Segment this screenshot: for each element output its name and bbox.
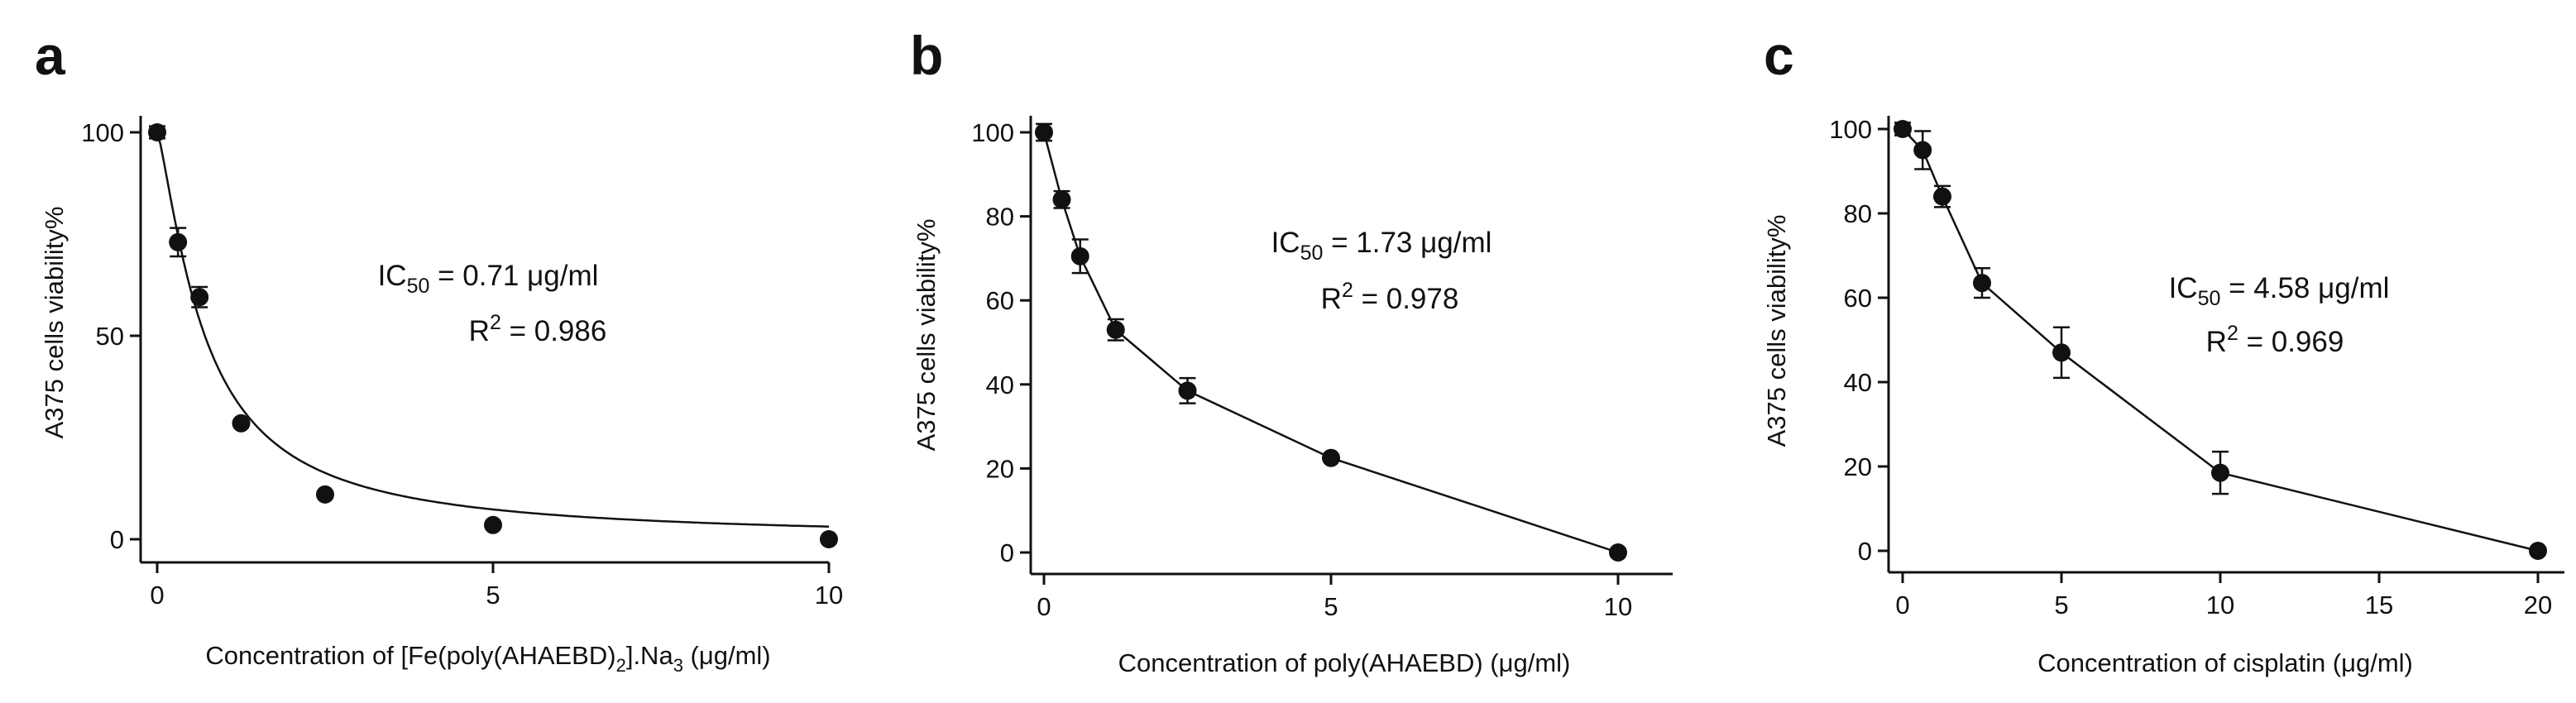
y-tick-label: 100 <box>81 118 124 147</box>
x-axis-label-part: (μg/ml) <box>683 641 771 670</box>
y-axis-label: A375 cells viability% <box>912 219 941 452</box>
r2-annotation: R2 = 0.978 <box>1321 279 1459 315</box>
x-axis-label-subscript: 2 <box>616 655 626 676</box>
data-point <box>1106 320 1125 339</box>
x-tick-label: 0 <box>1037 592 1051 621</box>
data-point <box>1052 190 1071 209</box>
x-tick-label: 20 <box>2524 591 2552 619</box>
panel-b: b A375 cells viability% Concentration of… <box>910 25 1673 677</box>
data-point <box>316 485 334 504</box>
y-tick-label: 60 <box>1844 284 1872 313</box>
r2-annotation: R2 = 0.969 <box>2206 322 2344 358</box>
x-axis-label-part: ].Na <box>626 641 674 670</box>
x-axis-label-subscript: 3 <box>673 655 683 676</box>
ic50-annotation: IC50 = 0.71 μg/ml <box>378 260 599 298</box>
fit-curve <box>156 132 830 528</box>
r2-superscript: 2 <box>2227 322 2238 345</box>
data-point <box>1933 187 1951 206</box>
data-point <box>1894 120 1912 138</box>
y-tick-label: 80 <box>1844 199 1872 228</box>
data-point <box>148 123 166 141</box>
x-tick-label: 0 <box>150 581 164 610</box>
data-point <box>820 530 838 548</box>
x-tick-label: 10 <box>1604 592 1632 621</box>
panel-label: c <box>1764 25 1794 86</box>
y-tick-label: 40 <box>986 371 1014 399</box>
data-point <box>1035 123 1053 141</box>
ic50-prefix: IC <box>378 260 407 292</box>
x-tick-label: 15 <box>2365 591 2393 619</box>
y-tick-label: 0 <box>110 525 124 554</box>
data-point <box>2052 343 2071 362</box>
r2-value: = 0.978 <box>1353 283 1458 315</box>
y-tick-label: 60 <box>986 286 1014 315</box>
ic50-annotation: IC50 = 4.58 μg/ml <box>2169 272 2390 310</box>
x-tick-label: 5 <box>2054 591 2068 619</box>
r2-prefix: R <box>1321 283 1342 315</box>
ic50-subscript: 50 <box>407 275 430 298</box>
ic50-annotation: IC50 = 1.73 μg/ml <box>1271 227 1492 265</box>
ic50-subscript: 50 <box>2198 287 2221 310</box>
data-point <box>232 414 251 433</box>
y-axis-label: A375 cells viability% <box>40 207 69 439</box>
r2-superscript: 2 <box>1342 279 1353 302</box>
data-point <box>2529 542 2547 560</box>
fit-curve <box>1042 132 1619 554</box>
r2-prefix: R <box>469 315 490 347</box>
data-point <box>1070 246 1089 265</box>
y-tick-label: 100 <box>971 118 1014 147</box>
ic50-prefix: IC <box>1271 227 1300 259</box>
data-point <box>1913 141 1932 160</box>
y-tick-label: 0 <box>1858 537 1872 566</box>
r2-value: = 0.986 <box>501 315 606 347</box>
panel-label: b <box>910 25 943 86</box>
data-point <box>1973 274 1991 293</box>
r2-superscript: 2 <box>490 311 501 334</box>
data-point <box>1322 448 1340 467</box>
y-tick-label: 0 <box>1000 538 1014 567</box>
x-axis-label: Concentration of cisplatin (μg/ml) <box>2037 648 2413 677</box>
y-axis-label: A375 cells viability% <box>1762 215 1791 447</box>
r2-value: = 0.969 <box>2238 326 2344 358</box>
ic50-value: = 4.58 μg/ml <box>2220 272 2389 304</box>
ic50-value: = 0.71 μg/ml <box>429 260 598 292</box>
panel-label: a <box>35 25 66 86</box>
data-point <box>1178 381 1197 400</box>
data-point <box>2211 463 2229 482</box>
r2-prefix: R <box>2206 326 2227 358</box>
x-axis-label-part: Concentration of [Fe(poly(AHAEBD) <box>205 641 615 670</box>
data-point <box>484 515 502 534</box>
r2-annotation: R2 = 0.986 <box>469 311 607 347</box>
y-tick-label: 20 <box>1844 452 1872 481</box>
x-tick-label: 10 <box>815 581 843 610</box>
ic50-prefix: IC <box>2169 272 2198 304</box>
data-point <box>1609 543 1627 562</box>
y-tick-label: 80 <box>986 203 1014 232</box>
y-tick-label: 100 <box>1829 115 1872 144</box>
x-axis-label: Concentration of [Fe(poly(AHAEBD)2].Na3 … <box>205 641 770 676</box>
data-point <box>190 288 209 307</box>
x-tick-label: 5 <box>1324 592 1338 621</box>
panel-a: a A375 cells viability% Concentration of… <box>35 25 843 676</box>
y-tick-label: 20 <box>986 454 1014 483</box>
y-tick-label: 40 <box>1844 368 1872 397</box>
x-tick-label: 10 <box>2206 591 2234 619</box>
panel-c: c A375 cells viability% Concentration of… <box>1762 25 2564 677</box>
data-point <box>169 232 188 251</box>
ic50-subscript: 50 <box>1300 242 1324 265</box>
x-tick-label: 0 <box>1895 591 1909 619</box>
x-axis-label: Concentration of poly(AHAEBD) (μg/ml) <box>1118 648 1571 677</box>
y-tick-label: 50 <box>96 322 124 351</box>
x-tick-label: 5 <box>486 581 500 610</box>
ic50-value: = 1.73 μg/ml <box>1323 227 1491 259</box>
